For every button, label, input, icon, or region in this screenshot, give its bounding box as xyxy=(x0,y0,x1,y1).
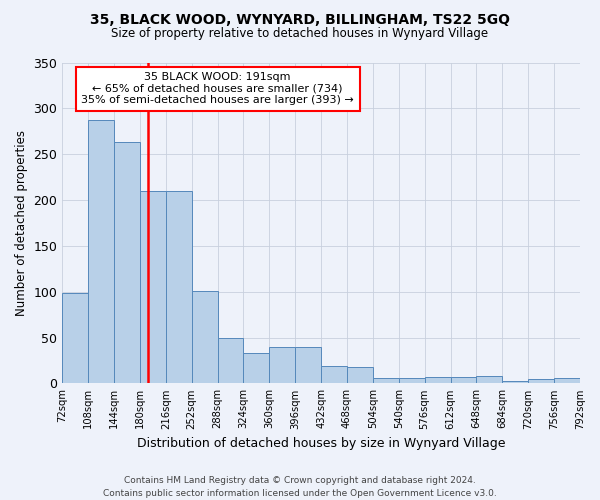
Bar xyxy=(476,376,502,384)
Bar xyxy=(502,380,528,384)
Text: 35, BLACK WOOD, WYNYARD, BILLINGHAM, TS22 5GQ: 35, BLACK WOOD, WYNYARD, BILLINGHAM, TS2… xyxy=(90,12,510,26)
Bar xyxy=(244,353,269,384)
Text: Size of property relative to detached houses in Wynyard Village: Size of property relative to detached ho… xyxy=(112,28,488,40)
Bar xyxy=(140,191,166,384)
Bar xyxy=(554,378,580,384)
Bar xyxy=(114,142,140,384)
Bar xyxy=(269,347,295,384)
Text: Contains HM Land Registry data © Crown copyright and database right 2024.
Contai: Contains HM Land Registry data © Crown c… xyxy=(103,476,497,498)
Bar xyxy=(192,291,218,384)
Bar xyxy=(528,379,554,384)
Bar xyxy=(425,377,451,384)
Bar xyxy=(321,366,347,384)
X-axis label: Distribution of detached houses by size in Wynyard Village: Distribution of detached houses by size … xyxy=(137,437,505,450)
Y-axis label: Number of detached properties: Number of detached properties xyxy=(15,130,28,316)
Bar xyxy=(166,191,192,384)
Bar xyxy=(347,367,373,384)
Text: 35 BLACK WOOD: 191sqm
← 65% of detached houses are smaller (734)
35% of semi-det: 35 BLACK WOOD: 191sqm ← 65% of detached … xyxy=(81,72,354,106)
Bar xyxy=(373,378,399,384)
Bar xyxy=(399,378,425,384)
Bar xyxy=(451,377,476,384)
Bar xyxy=(295,347,321,384)
Bar xyxy=(62,292,88,384)
Bar xyxy=(88,120,114,384)
Bar xyxy=(218,338,244,384)
